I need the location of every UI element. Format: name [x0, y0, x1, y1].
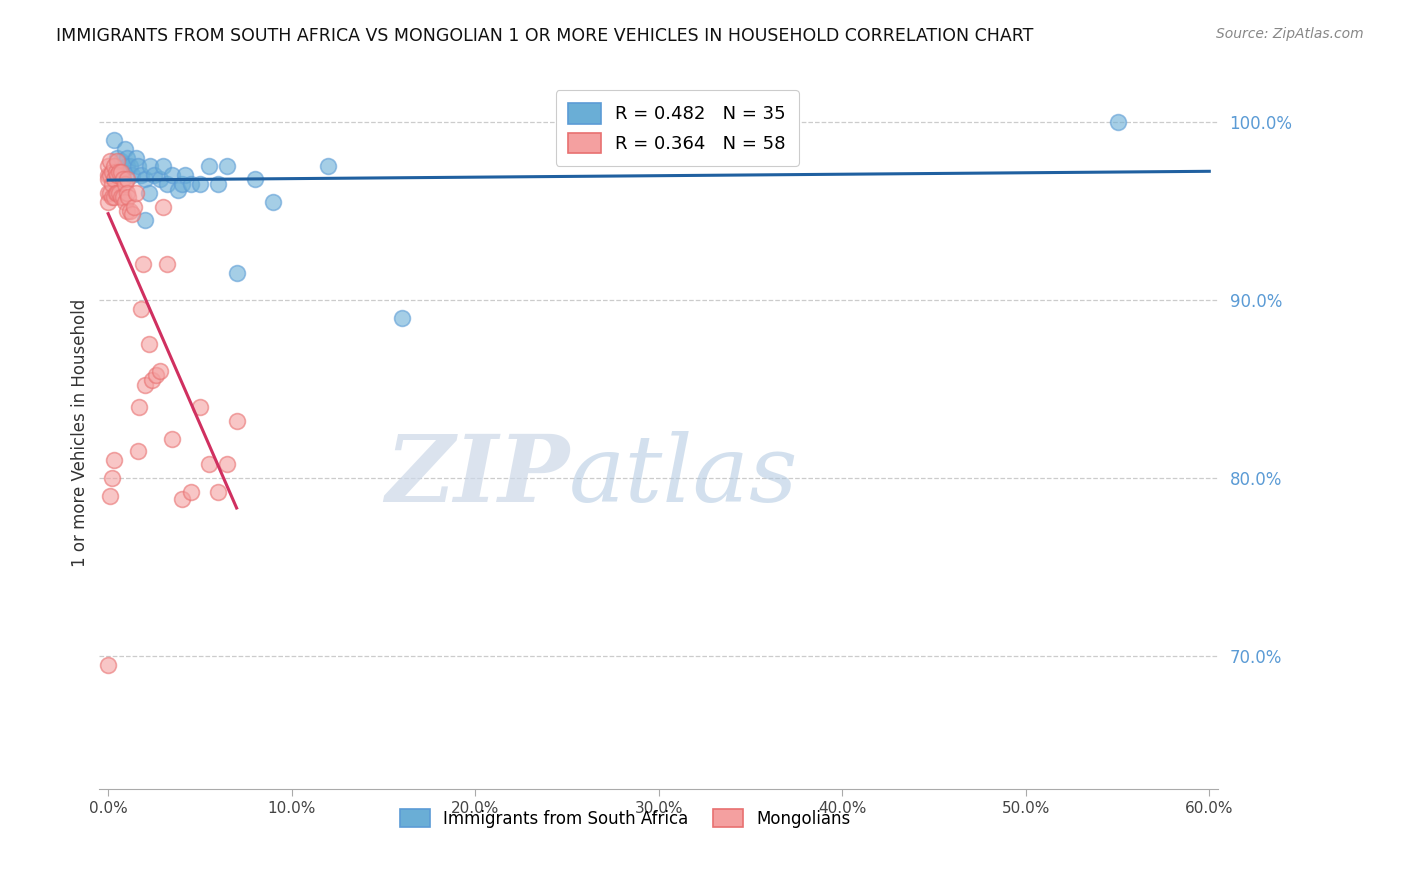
- Point: [138, 337, 160, 351]
- Point: [152, 160, 174, 174]
- Point: [127, 160, 149, 174]
- Point: [103, 160, 125, 174]
- Point: [97, 186, 120, 200]
- Point: [101, 189, 124, 203]
- Point: [129, 169, 152, 183]
- Point: [129, 301, 152, 316]
- Point: [1107, 115, 1129, 129]
- Point: [152, 200, 174, 214]
- Point: [120, 160, 142, 174]
- Point: [98, 186, 121, 200]
- Point: [97, 657, 120, 672]
- Point: [117, 189, 139, 203]
- Point: [134, 172, 156, 186]
- Point: [145, 368, 167, 382]
- Point: [170, 492, 193, 507]
- Point: [104, 186, 127, 200]
- Point: [103, 172, 125, 186]
- Point: [125, 151, 148, 165]
- Point: [198, 457, 221, 471]
- Point: [225, 266, 247, 280]
- Point: [110, 189, 132, 203]
- Point: [101, 471, 124, 485]
- Point: [262, 194, 284, 209]
- Point: [167, 182, 190, 196]
- Point: [207, 485, 229, 500]
- Point: [114, 142, 136, 156]
- Point: [108, 165, 131, 179]
- Point: [115, 172, 138, 186]
- Point: [391, 310, 413, 325]
- Point: [156, 257, 179, 271]
- Text: Source: ZipAtlas.com: Source: ZipAtlas.com: [1216, 27, 1364, 41]
- Point: [111, 165, 134, 179]
- Point: [180, 178, 202, 192]
- Point: [105, 169, 128, 183]
- Point: [120, 203, 142, 218]
- Point: [103, 453, 125, 467]
- Point: [104, 165, 127, 179]
- Point: [188, 400, 211, 414]
- Point: [156, 178, 179, 192]
- Point: [97, 160, 120, 174]
- Point: [97, 194, 120, 209]
- Point: [121, 207, 143, 221]
- Point: [188, 178, 211, 192]
- Point: [125, 186, 148, 200]
- Legend: Immigrants from South Africa, Mongolians: Immigrants from South Africa, Mongolians: [392, 803, 858, 834]
- Point: [115, 186, 138, 200]
- Point: [115, 160, 138, 174]
- Point: [111, 172, 134, 186]
- Point: [174, 169, 197, 183]
- Point: [180, 485, 202, 500]
- Point: [132, 257, 155, 271]
- Point: [108, 186, 131, 200]
- Point: [207, 178, 229, 192]
- Point: [105, 186, 128, 200]
- Point: [115, 151, 138, 165]
- Point: [243, 172, 266, 186]
- Point: [114, 194, 136, 209]
- Point: [111, 189, 134, 203]
- Point: [105, 151, 128, 165]
- Y-axis label: 1 or more Vehicles in Household: 1 or more Vehicles in Household: [72, 299, 89, 567]
- Point: [318, 160, 340, 174]
- Point: [98, 154, 121, 169]
- Point: [134, 212, 156, 227]
- Point: [122, 200, 145, 214]
- Text: atlas: atlas: [569, 431, 799, 521]
- Point: [134, 378, 156, 392]
- Point: [98, 169, 121, 183]
- Point: [110, 154, 132, 169]
- Point: [148, 172, 170, 186]
- Text: IMMIGRANTS FROM SOUTH AFRICA VS MONGOLIAN 1 OR MORE VEHICLES IN HOUSEHOLD CORREL: IMMIGRANTS FROM SOUTH AFRICA VS MONGOLIA…: [56, 27, 1033, 45]
- Point: [121, 169, 143, 183]
- Point: [103, 189, 125, 203]
- Point: [128, 400, 150, 414]
- Point: [162, 169, 184, 183]
- Point: [103, 133, 125, 147]
- Point: [114, 178, 136, 192]
- Point: [198, 160, 221, 174]
- Point: [97, 172, 120, 186]
- Point: [105, 154, 128, 169]
- Point: [170, 178, 193, 192]
- Point: [101, 178, 124, 192]
- Point: [225, 414, 247, 428]
- Point: [141, 373, 163, 387]
- Point: [110, 165, 132, 179]
- Point: [139, 160, 162, 174]
- Point: [127, 444, 149, 458]
- Point: [101, 165, 124, 179]
- Point: [162, 432, 184, 446]
- Point: [138, 186, 160, 200]
- Point: [115, 203, 138, 218]
- Point: [98, 489, 121, 503]
- Point: [217, 457, 239, 471]
- Point: [143, 169, 166, 183]
- Point: [148, 364, 170, 378]
- Text: ZIP: ZIP: [385, 431, 569, 521]
- Point: [217, 160, 239, 174]
- Point: [97, 169, 120, 183]
